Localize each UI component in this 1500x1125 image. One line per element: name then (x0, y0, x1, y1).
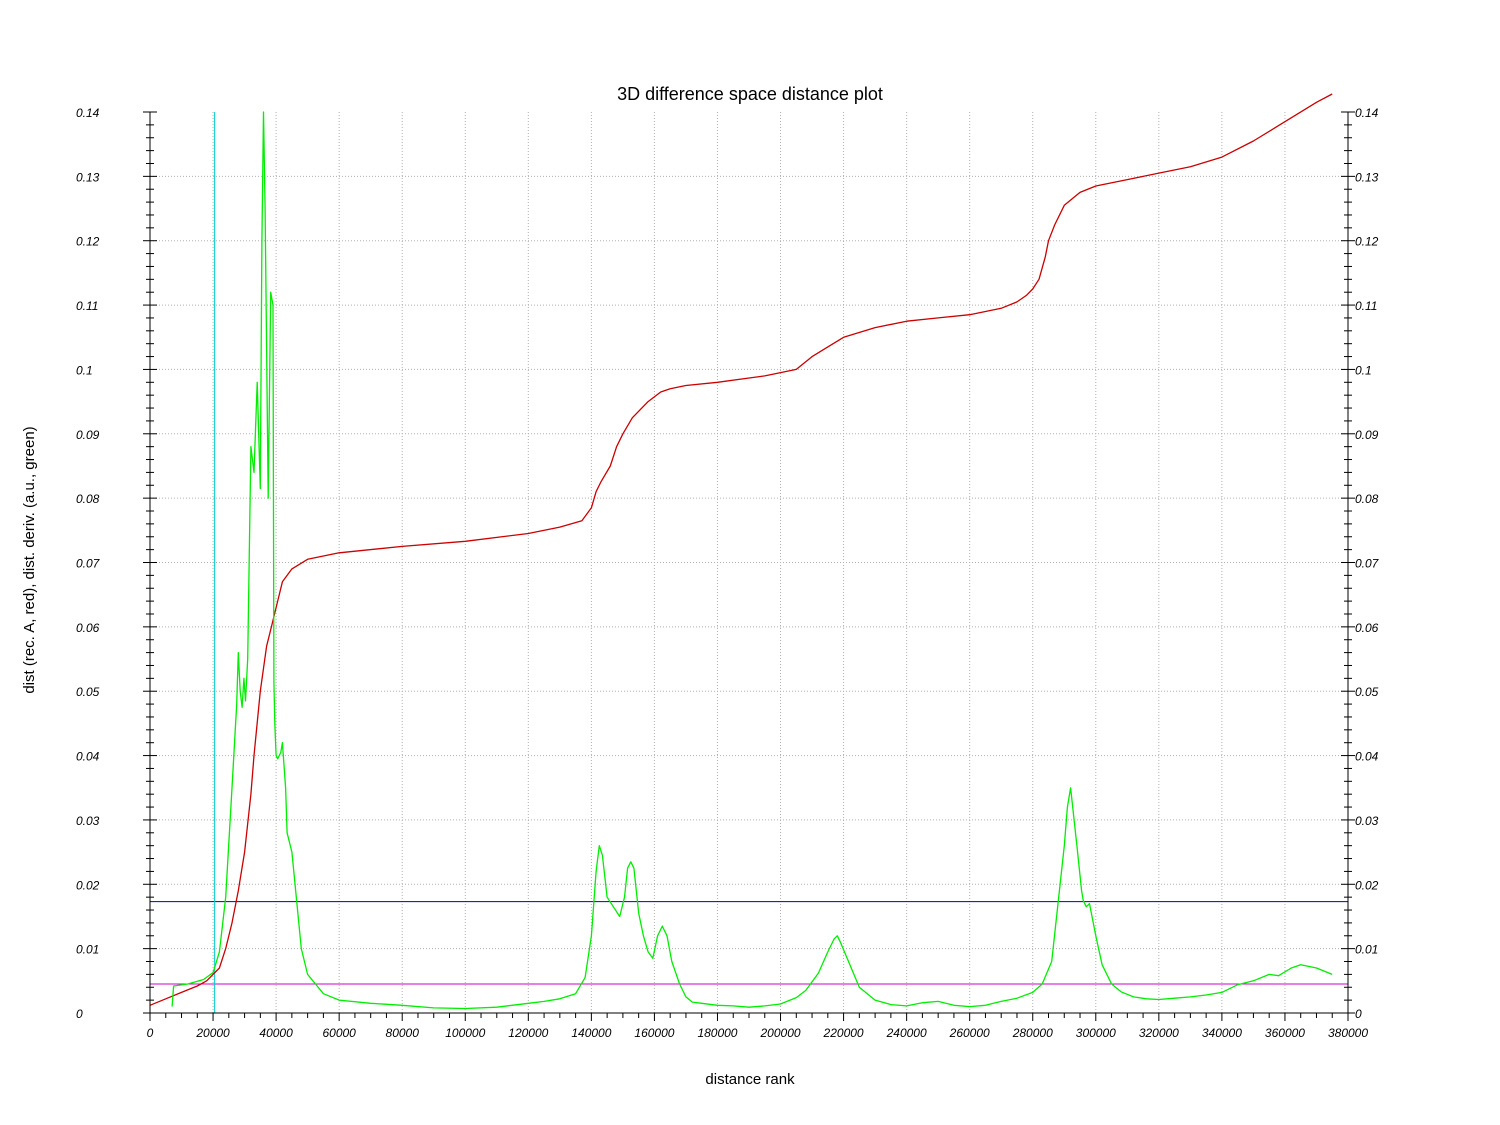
y-tick-label-left: 0.03 (76, 814, 100, 828)
y-tick-label-left: 0.13 (76, 170, 100, 184)
x-tick-label: 100000 (445, 1026, 485, 1040)
y-tick-label-left: 0.08 (76, 492, 100, 506)
y-tick-label-right: 0.01 (1355, 943, 1378, 957)
y-tick-label-right: 0.03 (1355, 814, 1379, 828)
x-tick-label: 200000 (760, 1026, 801, 1040)
y-tick-label-right: 0.12 (1355, 235, 1379, 249)
y-tick-label-right: 0.07 (1355, 557, 1380, 571)
x-tick-label: 380000 (1328, 1026, 1368, 1040)
y-tick-label-left: 0.04 (76, 750, 100, 764)
grid (150, 112, 1348, 1013)
x-tick-label: 20000 (195, 1026, 230, 1040)
x-tick-label: 260000 (949, 1026, 990, 1040)
y-tick-label-right: 0.05 (1355, 685, 1379, 699)
x-tick-label: 140000 (571, 1026, 611, 1040)
y-tick-label-left: 0.05 (76, 685, 100, 699)
y-tick-label-left: 0.02 (76, 878, 100, 892)
y-tick-label-right: 0.02 (1355, 878, 1379, 892)
y-tick-label-right: 0.13 (1355, 170, 1379, 184)
series-layer (149, 93, 1333, 1010)
green-derivative-series-line (171, 111, 1333, 1010)
y-tick-label-right: 0.04 (1355, 750, 1379, 764)
x-tick-label: 240000 (886, 1026, 927, 1040)
x-tick-label: 280000 (1012, 1026, 1053, 1040)
x-axis-title: distance rank (705, 1071, 795, 1088)
y-tick-label-right: 0.11 (1355, 299, 1377, 313)
chart-title: 3D difference space distance plot (617, 84, 883, 104)
x-tick-label: 160000 (634, 1026, 674, 1040)
y-tick-label-left: 0.1 (76, 363, 93, 377)
x-tick-label: 220000 (823, 1026, 864, 1040)
x-tick-label: 180000 (697, 1026, 737, 1040)
y-tick-label-left: 0.01 (76, 943, 99, 957)
x-tick-label: 120000 (508, 1026, 548, 1040)
y-tick-label-left: 0 (76, 1007, 83, 1021)
y-tick-label-left: 0.14 (76, 106, 100, 120)
y-tick-label-left: 0.06 (76, 621, 100, 635)
y-tick-label-right: 0.1 (1355, 363, 1372, 377)
x-tick-label: 360000 (1265, 1026, 1305, 1040)
x-tick-label: 60000 (322, 1026, 356, 1040)
y-tick-label-right: 0.14 (1355, 106, 1379, 120)
x-tick-label: 320000 (1139, 1026, 1179, 1040)
y-tick-label-left: 0.07 (76, 557, 101, 571)
y-tick-label-right: 0.08 (1355, 492, 1379, 506)
y-tick-label-left: 0.12 (76, 235, 100, 249)
ticks: 0 0 0.01 0.01 0.02 0.02 0.03 0.03 0.04 0.04 0.05 0.… (76, 106, 1380, 1040)
y-tick-label-right: 0 (1355, 1007, 1362, 1021)
y-tick-label-left: 0.11 (76, 299, 98, 313)
y-tick-label-right: 0.09 (1355, 428, 1379, 442)
red-distance-series-line (149, 93, 1333, 1006)
x-tick-label: 340000 (1202, 1026, 1242, 1040)
x-tick-label: 0 (147, 1026, 154, 1040)
reference-lines (150, 112, 1348, 1013)
y-tick-label-right: 0.06 (1355, 621, 1379, 635)
x-tick-label: 80000 (386, 1026, 420, 1040)
y-tick-label-left: 0.09 (76, 428, 100, 442)
x-tick-label: 40000 (259, 1026, 293, 1040)
y-axis-title: dist (rec. A, red), dist. deriv. (a.u., … (21, 426, 38, 693)
x-tick-label: 300000 (1076, 1026, 1116, 1040)
